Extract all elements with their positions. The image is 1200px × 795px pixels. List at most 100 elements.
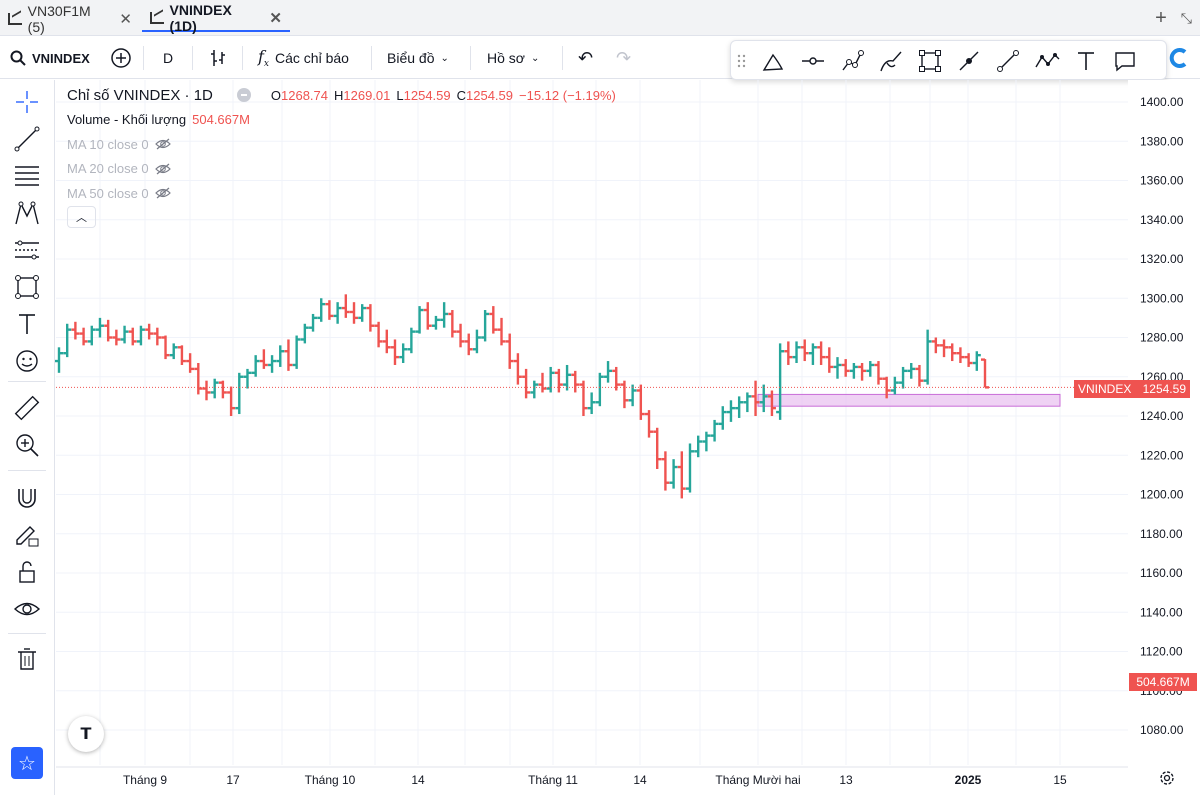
ohlc-bar [415, 306, 424, 334]
tab-vn30f1m[interactable]: VN30F1M (5) ✕ [0, 3, 140, 35]
tab-bar: VN30F1M (5) ✕ VNINDEX (1D) ✕ + ⤡ [0, 0, 1200, 36]
ohlc-bar [431, 315, 440, 330]
magnet-icon[interactable] [12, 483, 42, 513]
highlight-zone[interactable] [757, 393, 1061, 407]
horizontal-line-icon[interactable] [799, 47, 827, 75]
ohlc-bar [628, 384, 637, 407]
profile-menu-label: Hồ sơ [487, 50, 525, 66]
text-tool-icon[interactable] [12, 309, 42, 339]
logo-button[interactable] [1168, 37, 1190, 79]
ohlc-bar [899, 366, 908, 389]
ohlc-bar [423, 302, 432, 330]
pattern-icon[interactable] [12, 198, 42, 228]
favorite-star-button[interactable]: ☆ [11, 747, 43, 779]
trend-line-icon[interactable] [994, 47, 1022, 75]
tradingview-logo[interactable]: 𝗧 [68, 716, 104, 752]
indicators-label: Các chỉ báo [275, 50, 349, 66]
path-tool-icon[interactable] [838, 47, 866, 75]
ohlc-bar [399, 343, 408, 364]
price-axis-label: 1240.00 [1140, 409, 1184, 423]
trend-line-icon[interactable] [12, 124, 42, 154]
ohlc-bar [513, 353, 522, 385]
ma10-label[interactable]: MA 10 close 0 [67, 136, 149, 152]
curve-tool-icon[interactable] [759, 47, 787, 75]
time-axis-label: Tháng 10 [305, 773, 356, 787]
ohlc-bar [112, 329, 121, 346]
eye-hidden-icon[interactable] [154, 187, 171, 199]
ohlc-bar [759, 384, 768, 413]
ma50-label[interactable]: MA 50 close 0 [67, 185, 149, 201]
price-label-value: 1254.59 [1142, 382, 1186, 396]
legend-collapse-button[interactable]: ︿ [67, 206, 96, 228]
ohlc-bar [63, 323, 72, 358]
time-axis-label: Tháng Mười hai [715, 773, 800, 787]
compare-button[interactable] [110, 37, 132, 79]
ohlc-bar [284, 339, 293, 371]
ohlc-bar [292, 335, 301, 369]
drag-handle-icon[interactable] [737, 53, 747, 69]
fib-retracement-icon[interactable] [12, 161, 42, 191]
chevron-down-icon: ⌄ [530, 52, 540, 64]
chart-menu-label: Biểu đồ [387, 50, 435, 66]
ohlc-bar [907, 363, 916, 379]
ohlc-bar [702, 431, 711, 452]
chart-menu-button[interactable]: Biểu đồ ⌄ [387, 37, 449, 79]
crosshair-icon[interactable] [12, 87, 42, 117]
close-icon[interactable]: ✕ [119, 10, 132, 28]
price-axis-label: 1280.00 [1140, 331, 1184, 345]
ohlc-bar [981, 358, 989, 389]
ohlc-bar [677, 451, 686, 499]
ohlc-bar [882, 376, 891, 399]
eye-hidden-icon[interactable] [154, 138, 171, 150]
redo-button[interactable]: ↷ [616, 37, 631, 79]
ohlc-bar [235, 372, 244, 415]
emoji-icon[interactable] [12, 346, 42, 376]
bar-style-button[interactable] [208, 37, 228, 79]
shape-icon[interactable] [12, 272, 42, 302]
ohlc-bar [489, 306, 498, 334]
time-axis-label: 2025 [955, 773, 982, 787]
time-axis-label: 17 [226, 773, 240, 787]
left-toolbar [0, 80, 55, 795]
symbol-search[interactable]: VNINDEX [10, 37, 90, 79]
ohlc-bar [694, 435, 703, 458]
ruler-icon[interactable] [12, 393, 42, 423]
ma20-label[interactable]: MA 20 close 0 [67, 161, 149, 177]
settings-gear-icon[interactable] [1157, 768, 1177, 788]
ohlc-bar [612, 366, 621, 391]
trash-icon[interactable] [12, 644, 42, 674]
zoom-in-icon[interactable] [12, 430, 42, 460]
unlock-icon[interactable] [12, 557, 42, 587]
price-axis-label: 1140.00 [1140, 605, 1183, 619]
text-tool-icon[interactable] [1072, 47, 1100, 75]
price-axis-label: 1200.00 [1140, 488, 1184, 502]
comment-icon[interactable] [1111, 47, 1139, 75]
ohlc-bar [120, 325, 129, 344]
ohlc-bar [972, 351, 981, 371]
ohlc-bar [726, 400, 735, 422]
interval-button[interactable]: D [163, 37, 173, 79]
tab-label: VNINDEX (1D) [169, 1, 232, 34]
ohlc-bar [604, 361, 613, 383]
lock-drawing-icon[interactable] [12, 520, 42, 550]
low-label: L [396, 87, 404, 103]
symbol-hide-button[interactable] [236, 88, 251, 103]
eye-hidden-icon[interactable] [154, 163, 171, 175]
close-value: 1254.59 [466, 87, 514, 103]
undo-button[interactable]: ↶ [578, 37, 593, 79]
tab-vnindex[interactable]: VNINDEX (1D) ✕ [142, 1, 290, 34]
add-tab-icon[interactable]: + [1155, 7, 1167, 29]
eye-icon[interactable] [12, 594, 42, 624]
brush-icon[interactable] [877, 47, 905, 75]
indicators-button[interactable]: fx Các chỉ báo [258, 37, 349, 79]
ohlc-bar [554, 368, 563, 393]
ohlc-bar [571, 370, 580, 393]
prediction-icon[interactable] [12, 235, 42, 265]
close-icon[interactable]: ✕ [269, 9, 282, 27]
rectangle-icon[interactable] [916, 47, 944, 75]
collapse-icon[interactable]: ⤡ [1180, 10, 1192, 26]
zigzag-icon[interactable] [1033, 47, 1061, 75]
search-icon [10, 50, 26, 66]
profile-menu-button[interactable]: Hồ sơ ⌄ [487, 37, 539, 79]
arrow-line-icon[interactable] [955, 47, 983, 75]
